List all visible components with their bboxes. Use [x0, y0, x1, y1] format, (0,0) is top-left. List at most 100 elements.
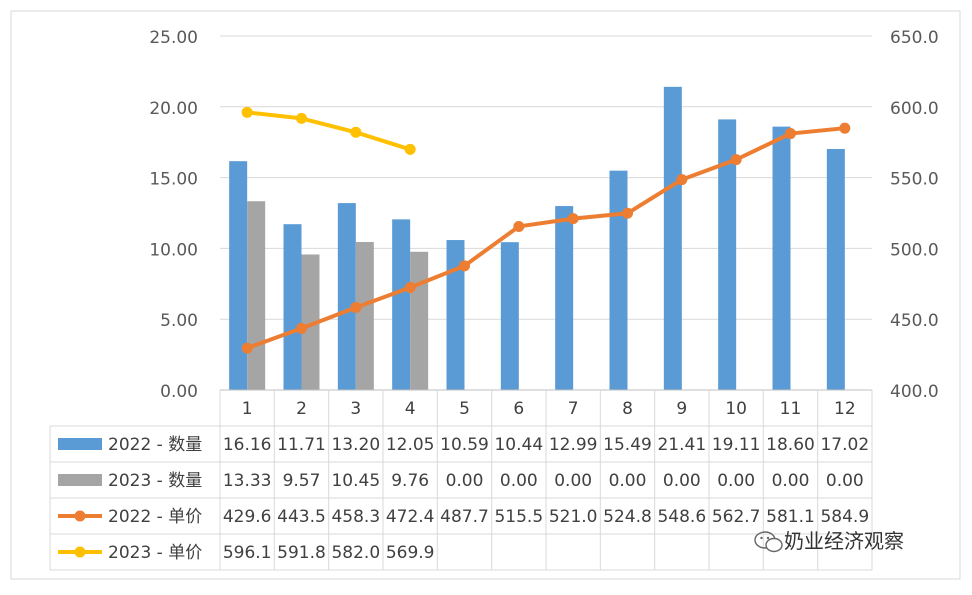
data-label: 0.00 [826, 471, 864, 491]
legend-key [58, 474, 102, 486]
category-label: 9 [676, 399, 687, 419]
series-line [246, 126, 846, 350]
wechat-icon [754, 531, 783, 553]
data-label: 443.5 [277, 507, 326, 527]
line-point [622, 207, 633, 219]
line-point [676, 174, 688, 186]
data-label: 16.16 [223, 435, 272, 455]
data-label: 19.11 [712, 435, 761, 455]
line-point [404, 143, 416, 155]
right-tick-label: 600.0 [890, 99, 939, 119]
bar [609, 170, 628, 390]
line-point [730, 154, 742, 166]
data-label: 524.8 [603, 507, 652, 527]
data-label: 596.1 [223, 543, 272, 563]
category-label: 7 [568, 399, 579, 419]
data-label: 10.45 [331, 471, 380, 491]
bar [337, 203, 356, 390]
data-label: 562.7 [712, 507, 761, 527]
category-label: 11 [780, 399, 802, 419]
legend-label: 2023 - 数量 [108, 471, 202, 491]
data-label: 487.7 [440, 507, 489, 527]
chart-border [10, 10, 961, 580]
data-label: 0.00 [554, 471, 592, 491]
line-point [296, 112, 307, 124]
right-tick-label: 400.0 [890, 382, 939, 402]
category-label: 8 [622, 399, 633, 419]
left-tick-label: 20.00 [149, 99, 198, 119]
right-tick-label: 650.0 [890, 28, 939, 48]
right-tick-label: 500.0 [890, 240, 939, 260]
category-label: 1 [242, 399, 253, 419]
bar-series [229, 86, 845, 391]
bar [446, 240, 465, 390]
category-label: 6 [513, 399, 524, 419]
line-point [785, 128, 796, 140]
data-label: 0.00 [446, 471, 484, 491]
legend-label: 2022 - 数量 [108, 435, 202, 455]
left-tick-label: 5.00 [160, 311, 198, 331]
bar [410, 251, 429, 390]
data-label: 21.41 [657, 435, 706, 455]
category-label: 3 [350, 399, 361, 419]
data-label: 591.8 [277, 543, 326, 563]
left-tick-label: 10.00 [149, 240, 198, 260]
data-label: 9.57 [283, 471, 321, 491]
bar [663, 86, 682, 390]
category-label: 4 [405, 399, 416, 419]
data-label: 10.44 [494, 435, 543, 455]
data-label: 0.00 [717, 471, 755, 491]
line-series [241, 106, 851, 354]
data-label: 0.00 [663, 471, 701, 491]
data-label: 0.00 [772, 471, 810, 491]
watermark-text: 奶业经济观察 [784, 529, 904, 553]
data-label: 13.20 [331, 435, 380, 455]
bar [826, 148, 845, 390]
right-tick-label: 450.0 [890, 311, 939, 331]
line-point [241, 342, 253, 354]
data-label: 472.4 [386, 507, 435, 527]
series-line [246, 110, 411, 152]
line-point [459, 260, 470, 272]
left-axis-ticks: 0.00 5.00 10.00 15.00 20.00 25.00 [149, 28, 198, 402]
data-label: 515.5 [494, 507, 543, 527]
data-label: 458.3 [331, 507, 380, 527]
legend-label: 2023 - 单价 [108, 543, 202, 563]
bar [301, 254, 320, 390]
right-tick-label: 550.0 [890, 170, 939, 190]
left-tick-label: 0.00 [160, 382, 198, 402]
line-point [350, 126, 362, 138]
line-point [567, 213, 579, 225]
data-label: 429.6 [223, 507, 272, 527]
bar [355, 242, 374, 390]
data-label: 0.00 [500, 471, 538, 491]
data-label: 584.9 [820, 507, 869, 527]
line-point [404, 281, 416, 293]
left-tick-label: 25.00 [149, 28, 198, 48]
line-point [513, 220, 525, 232]
line-point [839, 122, 851, 134]
data-label: 17.02 [820, 435, 869, 455]
legend-key-marker [74, 546, 86, 558]
data-label: 12.99 [549, 435, 598, 455]
data-label: 10.59 [440, 435, 489, 455]
bar [772, 126, 791, 391]
line-point [350, 301, 362, 313]
bar [500, 242, 519, 390]
data-label: 9.76 [391, 471, 429, 491]
data-label: 548.6 [657, 507, 706, 527]
category-label: 12 [834, 399, 856, 419]
left-tick-label: 15.00 [149, 170, 198, 190]
legend-key-marker [74, 510, 86, 522]
bar [283, 224, 302, 390]
category-label: 10 [725, 399, 747, 419]
data-label: 0.00 [609, 471, 647, 491]
bar [229, 161, 248, 390]
line-point [296, 322, 307, 334]
data-label: 13.33 [223, 471, 272, 491]
legend-key [58, 438, 102, 450]
bar [555, 206, 574, 390]
data-label: 15.49 [603, 435, 652, 455]
bar [392, 219, 411, 390]
